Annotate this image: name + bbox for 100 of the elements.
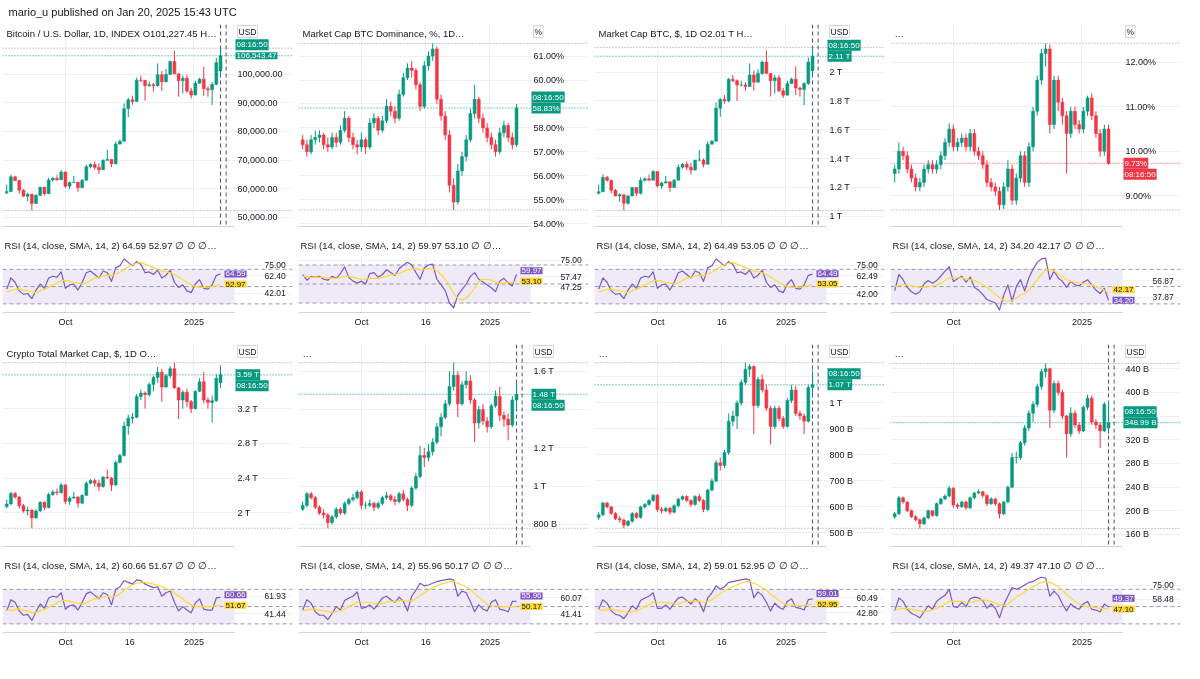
data-label: 55.96 — [521, 591, 543, 601]
data-label: 64.59 — [225, 269, 247, 279]
y-tick-label: 54.00% — [533, 218, 565, 229]
data-label: 60.66 — [225, 590, 247, 600]
y-tick-label: 80,000.00 — [237, 126, 278, 137]
x-tick-label: 16 — [716, 316, 727, 327]
ref-line-label: 106,543.47 — [236, 51, 278, 61]
chart-title: RSI (14, close, SMA, 14, 2) 64.59 52.97 ∅ ∅ ∅… — [4, 239, 217, 251]
y-tick-label: 160 B — [1125, 529, 1150, 540]
y-tick-label: 56.00% — [533, 170, 565, 181]
y-tick-label: 200 B — [1125, 505, 1150, 516]
x-tick-label: 2025 — [183, 636, 204, 647]
y-tick-label: 900 B — [829, 423, 854, 434]
x-tick-label: 2025 — [479, 636, 500, 647]
y-tick-label: 62.49 — [856, 270, 879, 281]
y-tick-label: 56.87 — [1152, 275, 1175, 286]
chart-title: Market Cap BTC Dominance, %, 1D… — [302, 27, 465, 39]
x-tick-label: 2025 — [183, 316, 204, 327]
ref-line-label: 58.83% — [532, 103, 560, 113]
text: 08:16:50 — [532, 400, 565, 410]
y-axis-title: USD — [238, 26, 257, 37]
y-tick-label: 75.00 — [1152, 580, 1175, 590]
data-label: 59.97 — [521, 266, 543, 276]
y-axis-title: % — [1126, 26, 1135, 37]
y-tick-label: 3.2 T — [237, 403, 259, 414]
data-label: 51.67 — [225, 600, 247, 610]
y-tick-label: 2 T — [829, 67, 843, 78]
text: 08:16:50 — [828, 40, 861, 50]
y-tick-label: 75.00 — [856, 260, 879, 270]
y-tick-label: 57.00% — [533, 146, 565, 157]
ref-line-label: 9.73% — [1124, 158, 1148, 168]
x-tick-label: 16 — [124, 636, 135, 647]
text: 08:16:50 — [532, 92, 565, 102]
x-tick-label: Oct — [58, 316, 73, 327]
y-axis-title: % — [534, 26, 543, 37]
x-tick-label: Oct — [354, 316, 369, 327]
y-tick-label: 1 T — [533, 481, 547, 492]
chart-title: RSI (14, close, SMA, 14, 2) 64.49 53.05 ∅ ∅ ∅… — [596, 239, 809, 251]
y-tick-label: 41.44 — [264, 608, 287, 619]
y-tick-label: 61.00% — [533, 51, 565, 62]
y-tick-label: 61.93 — [264, 591, 287, 602]
x-tick-label: Oct — [354, 636, 369, 647]
chart-title: RSI (14, close, SMA, 14, 2) 60.66 51.67 ∅ ∅ ∅… — [4, 559, 217, 571]
x-tick-label: Oct — [946, 636, 961, 647]
x-tick-label: 2025 — [1071, 636, 1092, 647]
y-tick-label: 57.47 — [560, 271, 583, 282]
y-tick-label: 600 B — [829, 501, 854, 512]
y-tick-label: 75.00 — [560, 255, 583, 266]
y-tick-label: 11.00% — [1125, 101, 1156, 112]
chart-title: Crypto Total Market Cap, $, 1D O… — [6, 347, 157, 359]
text: 08:16:50 — [236, 381, 269, 391]
x-tick-label: 16 — [420, 636, 431, 647]
chart-title: … — [598, 347, 608, 359]
x-tick-label: 2025 — [479, 316, 500, 327]
y-tick-label: 41.41 — [560, 609, 583, 620]
y-tick-label: 37.87 — [1152, 292, 1175, 303]
data-label: 50.17 — [521, 601, 543, 611]
y-tick-label: 1.6 T — [533, 366, 555, 377]
chart-title: Bitcoin / U.S. Dollar, 1D, INDEX O101,227.45 H… — [6, 27, 217, 39]
data-label: 52.97 — [225, 279, 247, 289]
y-tick-label: 320 B — [1125, 434, 1150, 445]
y-tick-label: 47.25 — [560, 281, 583, 292]
x-tick-label: 2025 — [1071, 316, 1092, 327]
y-tick-label: 280 B — [1125, 458, 1150, 469]
y-tick-label: 1 T — [829, 397, 843, 408]
y-tick-label: 1.2 T — [533, 442, 555, 453]
ref-line-label: 1.07 T — [828, 380, 852, 390]
y-tick-label: 9.00% — [1125, 190, 1152, 201]
y-tick-label: 75.00 — [264, 260, 287, 270]
data-label: 47.10 — [1113, 604, 1135, 614]
data-label: 53.05 — [817, 279, 839, 289]
y-tick-label: 2 T — [237, 507, 251, 518]
y-tick-label: 500 B — [829, 527, 854, 538]
text: 08:16:50 — [828, 369, 861, 379]
y-tick-label: 42.01 — [264, 288, 287, 299]
data-label: 49.37 — [1113, 593, 1135, 603]
y-tick-label: 42.00 — [856, 288, 879, 299]
y-tick-label: 440 B — [1125, 363, 1150, 374]
x-tick-label: Oct — [650, 316, 665, 327]
chart-title: RSI (14, close, SMA, 14, 2) 59.97 53.10 ∅ ∅… — [300, 239, 502, 251]
y-tick-label: 2.8 T — [237, 438, 259, 449]
y-tick-label: 10.00% — [1125, 146, 1157, 157]
x-tick-label: 2025 — [775, 316, 796, 327]
x-tick-label: 16 — [716, 636, 727, 647]
y-tick-label: 2.4 T — [237, 473, 259, 484]
x-tick-label: 2025 — [775, 636, 796, 647]
y-tick-label: 60.49 — [856, 592, 879, 603]
ref-line-label: 1.48 T — [532, 389, 556, 399]
data-label: 59.01 — [817, 589, 839, 598]
y-tick-label: 55.00% — [533, 194, 565, 205]
y-tick-label: 58.48 — [1152, 594, 1175, 605]
ref-line-label: 348.99 B — [1124, 418, 1157, 428]
y-tick-label: 42.80 — [856, 607, 879, 618]
ref-line-label: 2.11 T — [828, 51, 851, 61]
y-tick-label: 60,000.00 — [237, 183, 278, 194]
y-tick-label: 50,000.00 — [237, 212, 278, 223]
data-label: 34.20 — [1113, 295, 1135, 305]
y-tick-label: 240 B — [1125, 482, 1150, 493]
y-tick-label: 700 B — [829, 475, 854, 486]
y-tick-label: 1.2 T — [829, 182, 851, 193]
